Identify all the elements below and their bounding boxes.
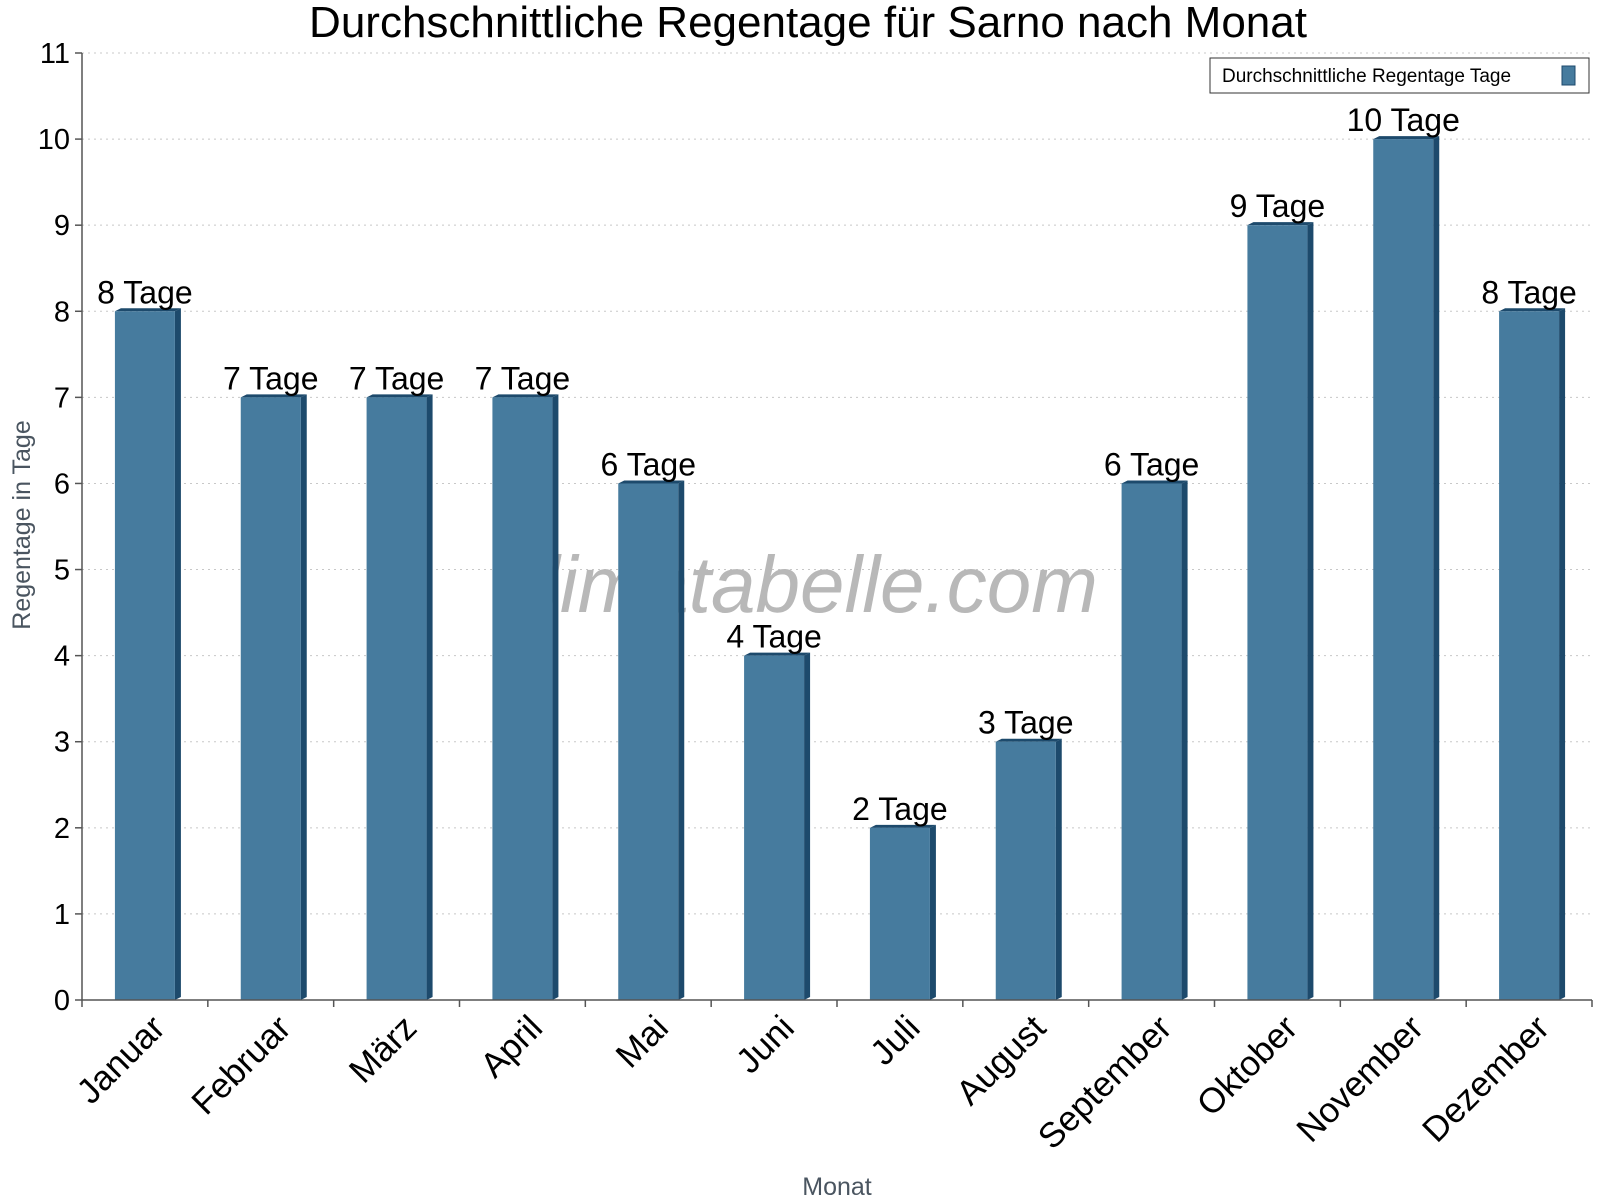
data-label: 10 Tage — [1347, 102, 1460, 138]
bar-front — [492, 397, 553, 1000]
bar-side — [678, 480, 685, 1000]
data-label: 3 Tage — [978, 705, 1074, 741]
x-tick-labels: Januar Februar März April Mai Juni Juli AugustS… — [69, 1008, 1557, 1157]
legend-label: Durchschnittliche Regentage Tage — [1222, 66, 1511, 87]
x-tick-label: Januar — [69, 1008, 172, 1111]
bars — [114, 136, 1566, 1001]
y-tick-label: 10 — [38, 124, 70, 156]
bar — [492, 394, 559, 1000]
bar — [869, 824, 936, 1000]
y-tick-label: 5 — [54, 555, 70, 587]
x-tick-label: März — [342, 1008, 425, 1091]
bar-top — [114, 308, 181, 312]
bar-top — [1121, 480, 1188, 484]
bar-top — [744, 652, 811, 656]
bar-top — [1373, 136, 1440, 140]
y-tick-label: 8 — [54, 296, 70, 328]
x-tick-label: November — [1289, 1008, 1431, 1150]
bar-top — [618, 480, 685, 484]
bar — [1499, 308, 1566, 1001]
bar-top — [492, 394, 559, 398]
y-tick-label: 2 — [54, 813, 70, 845]
bar — [1121, 480, 1188, 1000]
data-label: 6 Tage — [1104, 446, 1200, 482]
data-label: 8 Tage — [1481, 274, 1577, 310]
bar-side — [174, 308, 181, 1001]
data-label: 8 Tage — [97, 274, 193, 310]
bar-side — [929, 824, 936, 1000]
bar-top — [1499, 308, 1566, 312]
bar-front — [869, 827, 930, 1000]
x-tick-label: August — [949, 1008, 1054, 1113]
bar-front — [114, 311, 175, 1001]
bar-side — [300, 394, 307, 1000]
y-axis-label: Regentage in Tage — [8, 420, 36, 629]
x-tick-label: September — [1031, 1008, 1180, 1157]
y-tick-label: 1 — [54, 899, 70, 931]
bar-side — [1181, 480, 1188, 1000]
legend: Durchschnittliche Regentage Tage — [1209, 57, 1590, 94]
bar-front — [1121, 483, 1182, 1000]
bar — [114, 308, 181, 1001]
bar — [618, 480, 685, 1000]
legend-box — [1209, 57, 1590, 94]
bar-front — [618, 483, 679, 1000]
x-axis-label: Monat — [802, 1173, 872, 1200]
y-tick-label: 6 — [54, 468, 70, 500]
y-tick-labels: 0 1 2 3 4 5 6 7 8 9 10 11 — [38, 38, 70, 1017]
data-label: 7 Tage — [349, 360, 445, 396]
data-labels: 8 Tage 7 Tage 7 Tage 7 Tage 6 Tage 4 Tage 2 Ta… — [97, 102, 1577, 827]
bar-top — [240, 394, 307, 398]
bar — [744, 652, 811, 1000]
bar-side — [1055, 738, 1062, 1000]
x-tick-label: Februar — [184, 1008, 298, 1122]
x-tick-label: April — [473, 1008, 550, 1085]
data-label: 7 Tage — [475, 360, 571, 396]
bar-side — [1307, 222, 1314, 1000]
bar-top — [366, 394, 433, 398]
bar-side — [1433, 136, 1440, 1000]
bar-front — [1499, 311, 1560, 1001]
data-label: 6 Tage — [601, 446, 697, 482]
bar-side — [552, 394, 559, 1000]
bar — [1373, 136, 1440, 1000]
watermark: klimatabelle.com — [502, 540, 1098, 629]
bar-top — [1247, 222, 1314, 226]
bar-front — [1247, 225, 1308, 1000]
bar-top — [869, 824, 936, 828]
data-label: 7 Tage — [223, 360, 319, 396]
x-tick-label: Oktober — [1189, 1008, 1305, 1124]
bar-front — [240, 397, 301, 1000]
x-tick-label: Mai — [608, 1008, 675, 1075]
bar — [366, 394, 433, 1000]
data-label: 2 Tage — [852, 791, 948, 827]
bar-side — [426, 394, 433, 1000]
x-tick-label: Dezember — [1415, 1008, 1557, 1150]
y-tick-label: 4 — [54, 641, 70, 673]
bar-front — [744, 655, 805, 1000]
chart-title: Durchschnittliche Regentage für Sarno na… — [309, 0, 1307, 47]
y-tick-label: 7 — [54, 382, 70, 414]
bar — [1247, 222, 1314, 1000]
bar-top — [995, 738, 1062, 742]
data-label: 4 Tage — [726, 619, 822, 655]
bar-front — [995, 741, 1056, 1000]
y-tick-label: 3 — [54, 727, 70, 759]
y-tick-label: 9 — [54, 210, 70, 242]
grid-lines — [82, 52, 1592, 915]
bar — [995, 738, 1062, 1000]
axes — [75, 52, 1593, 1007]
bar-front — [1373, 139, 1434, 1000]
x-tick-label: Juli — [863, 1008, 928, 1073]
bar-side — [1559, 308, 1566, 1001]
bar — [240, 394, 307, 1000]
bar-side — [804, 652, 811, 1000]
y-tick-label: 11 — [40, 38, 70, 70]
x-tick-label: Juni — [729, 1008, 802, 1081]
y-tick-label: 0 — [54, 985, 70, 1017]
data-label: 9 Tage — [1230, 188, 1326, 224]
legend-swatch — [1561, 65, 1576, 86]
bar-front — [366, 397, 427, 1000]
